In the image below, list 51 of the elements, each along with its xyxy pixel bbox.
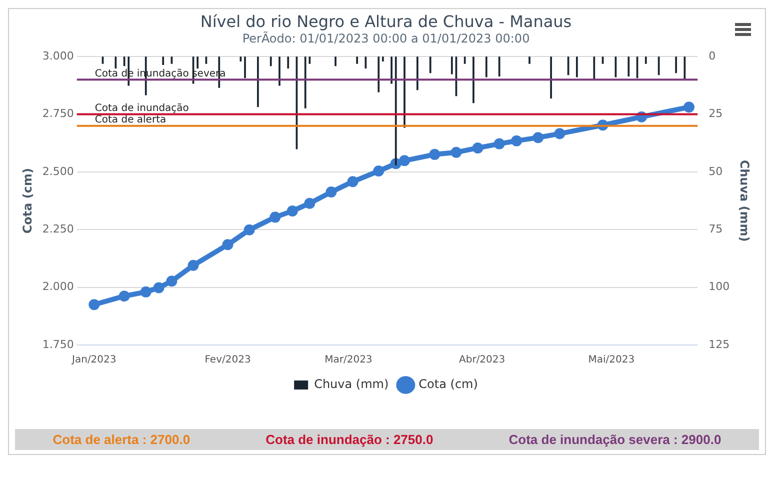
point xyxy=(244,224,255,236)
text: Cota de inundação severa : 2900.0 xyxy=(508,432,722,447)
y2-tick-label: 125 xyxy=(708,338,730,351)
point xyxy=(270,212,281,223)
y-tick-label: 2.750 xyxy=(42,107,74,120)
point xyxy=(286,205,298,216)
point xyxy=(326,186,337,198)
point xyxy=(398,155,410,166)
y-axis-title: Cota (cm) xyxy=(20,168,34,234)
y-tick-label: 2.000 xyxy=(42,280,74,294)
x-tick-label: Jan/2023 xyxy=(71,354,116,366)
y2-tick-label: 0 xyxy=(708,49,716,62)
point xyxy=(188,260,199,271)
point xyxy=(304,198,316,209)
point xyxy=(532,132,544,144)
y2-tick-label: 75 xyxy=(708,222,723,236)
point xyxy=(373,166,384,177)
point xyxy=(347,176,358,188)
point xyxy=(554,128,566,140)
text: Cota de inundação : 2750.0 xyxy=(266,432,434,447)
point xyxy=(140,286,152,298)
y-tick-label: 2.500 xyxy=(42,164,74,178)
y2-tick-label: 100 xyxy=(708,280,730,294)
x-tick-label: Fev/2023 xyxy=(204,354,251,366)
y-tick-label: 3.000 xyxy=(42,49,74,62)
point xyxy=(511,135,522,146)
point xyxy=(472,142,484,154)
x-tick-label: Abr/2023 xyxy=(459,354,506,366)
point xyxy=(494,138,505,150)
legend-label: Chuva (mm) xyxy=(314,377,389,392)
ref-line-label: Cota de alerta xyxy=(94,114,166,126)
point xyxy=(450,146,462,158)
point xyxy=(429,148,440,160)
chart-title: Nível do rio Negro e Altura de Chuva - Manaus xyxy=(200,12,572,31)
point xyxy=(683,102,694,113)
y2-tick-label: 50 xyxy=(708,164,723,178)
y-tick-label: 2.250 xyxy=(42,222,74,236)
y-tick-label: 1.750 xyxy=(42,338,74,351)
y2-axis-title: Chuva (mm) xyxy=(738,160,752,242)
point xyxy=(222,239,234,250)
point xyxy=(118,290,130,302)
point xyxy=(88,299,100,310)
x-tick-label: Mar/2023 xyxy=(324,354,372,366)
point xyxy=(153,282,164,294)
x-tick-label: Mai/2023 xyxy=(588,354,635,366)
y2-tick-label: 25 xyxy=(708,107,723,120)
text: Cota de alerta : 2700.0 xyxy=(52,432,190,447)
point xyxy=(166,276,178,287)
ref-line-label: Cota de inundação xyxy=(94,102,189,114)
chart-subtitle: PerÃodo: 01/01/2023 00:00 a 01/01/2023 00:00 xyxy=(242,30,530,46)
legend-label: Cota (cm) xyxy=(418,377,478,392)
